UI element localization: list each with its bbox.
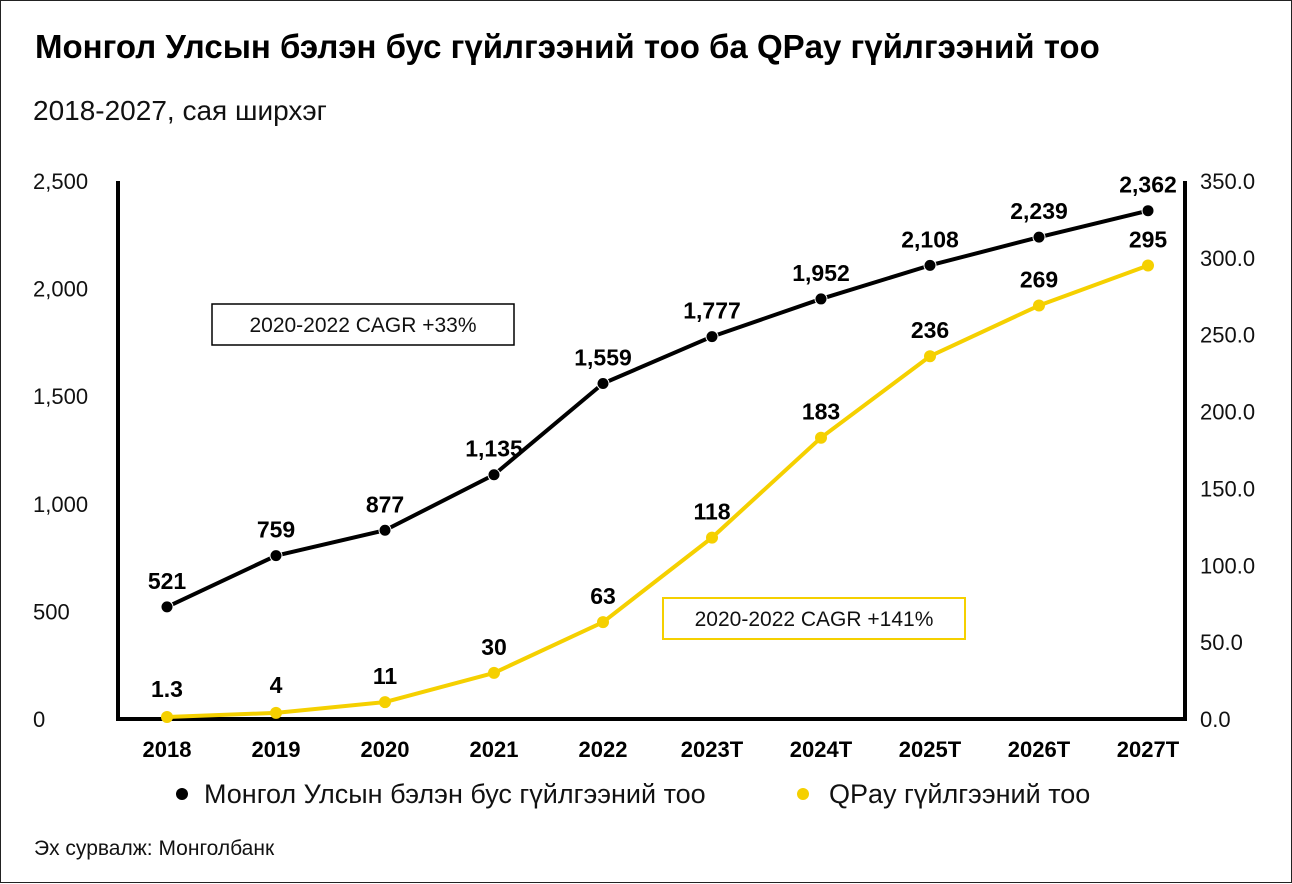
left-tick-label: 2,500 [33,169,88,194]
series-2-data-label: 1.3 [151,676,183,702]
series-2-point [815,431,827,444]
right-tick-label: 50.0 [1200,630,1243,655]
left-axis-ticks: 0 500 1,000 1,500 2,000 2,500 [33,169,88,732]
series-1-data-label: 877 [366,491,404,517]
series-1-point [814,292,828,306]
series-1-data-label: 2,239 [1010,198,1068,224]
series-2-point [488,666,500,679]
x-tick-label: 2027T [1117,737,1180,762]
x-axis-ticks: 2018 2019 2020 2021 2022 2023T 2024T 2025T 2026T… [143,737,1180,762]
series-2-data-label: 118 [693,499,730,525]
chart-subtitle: 2018-2027, сая ширхэг [33,95,327,126]
series-2-point [161,711,173,724]
series-lines [165,208,1150,720]
series-2-point [379,696,391,709]
series-labels: 521 759 877 1,135 1,559 1,777 1,952 2,108 2,239 2… [148,172,1177,702]
left-tick-label: 1,500 [33,384,88,409]
legend: Монгол Улсын бэлэн бус гүйлгээний тоо QP… [176,779,1090,809]
series-2-data-label: 11 [373,663,398,689]
series-1-point [923,258,937,272]
series-2-data-label: 183 [802,399,840,425]
legend-label-series-1: Монгол Улсын бэлэн бус гүйлгээний тоо [204,779,706,809]
series-1-point [160,600,174,614]
x-tick-label: 2022 [579,737,628,762]
series-1-data-label: 2,108 [901,226,959,252]
legend-marker-series-2 [797,788,809,800]
series-line-2 [165,263,1150,720]
legend-marker-series-1 [176,788,188,800]
series-1-point [705,330,719,344]
series-2-data-label: 236 [911,317,949,343]
series-2-point [706,531,718,544]
series-1-point [596,377,610,391]
annotation-cagr-2-box [662,597,966,640]
series-line-1 [165,208,1150,609]
left-tick-label: 2,000 [33,277,88,302]
series-2-point [1142,259,1154,272]
right-tick-label: 350.0 [1200,169,1255,194]
right-tick-label: 300.0 [1200,246,1255,271]
annotation-cagr-1-text: 2020-2022 CAGR +33% [249,314,476,337]
left-tick-label: 500 [33,599,70,624]
chart-title: Монгол Улсын бэлэн бус гүйлгээний тоо ба… [35,28,1100,65]
right-tick-label: 100.0 [1200,553,1255,578]
x-tick-label: 2023T [681,737,744,762]
series-1-data-label: 759 [257,517,295,543]
x-tick-label: 2020 [361,737,410,762]
series-1-data-label: 1,777 [683,298,741,324]
x-tick-label: 2026T [1008,737,1071,762]
series-1-data-label: 521 [148,568,187,594]
series-1-point [269,549,283,563]
series-1-data-label: 2,362 [1119,172,1177,198]
series-2-point [1033,299,1045,312]
right-tick-label: 250.0 [1200,323,1255,348]
x-tick-label: 2019 [252,737,301,762]
series-2-point [597,616,609,629]
series-points [160,204,1155,724]
series-1-point [487,468,501,482]
series-1-data-label: 1,135 [465,436,523,462]
left-tick-label: 0 [33,707,45,732]
right-tick-label: 200.0 [1200,400,1255,425]
annotation-cagr-1: 2020-2022 CAGR +33% [211,303,515,346]
series-2-data-label: 269 [1020,267,1058,293]
axes [116,181,1187,721]
series-2-data-label: 30 [481,634,507,660]
left-tick-label: 1,000 [33,492,88,517]
series-1-data-label: 1,559 [574,345,632,371]
series-2-point [270,706,282,719]
series-1-data-label: 1,952 [792,260,850,286]
series-2-data-label: 4 [270,672,283,698]
annotation-cagr-2-text: 2020-2022 CAGR +141% [695,608,934,631]
series-2-point [924,350,936,363]
series-1-point [1032,230,1046,244]
annotation-cagr-2: 2020-2022 CAGR +141% [662,597,966,640]
x-tick-label: 2018 [143,737,192,762]
x-tick-label: 2024T [790,737,853,762]
x-tick-label: 2025T [899,737,962,762]
right-tick-label: 0.0 [1200,707,1231,732]
source-note: Эх сурвалж: Монголбанк [34,837,275,860]
annotation-cagr-1-box [211,303,515,346]
series-2-data-label: 63 [590,583,616,609]
legend-label-series-2: QPay гүйлгээний тоо [829,779,1090,809]
series-2-data-label: 295 [1129,227,1168,253]
series-1-point [1141,204,1155,218]
series-1-point [378,523,392,537]
x-tick-label: 2021 [470,737,519,762]
right-axis-ticks: 0.0 50.0 100.0 150.0 200.0 250.0 300.0 350.0 [1200,169,1255,732]
right-tick-label: 150.0 [1200,476,1255,501]
